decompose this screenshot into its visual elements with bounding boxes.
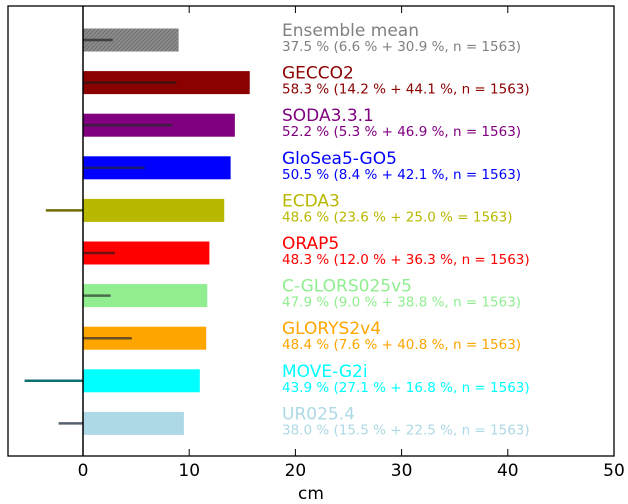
series-stat-6: 47.9 % (9.0 % + 38.8 %, n = 1563) bbox=[282, 295, 521, 311]
bar-8 bbox=[83, 369, 200, 393]
x-tick-label-0: 0 bbox=[78, 461, 89, 481]
series-stat-7: 48.4 % (7.6 % + 40.8 %, n = 1563) bbox=[282, 337, 521, 353]
series-label-9: UR025.4 bbox=[282, 404, 355, 424]
x-tick-label-3: 30 bbox=[391, 461, 413, 481]
bar-3 bbox=[83, 156, 231, 180]
series-label-5: ORAP5 bbox=[282, 234, 339, 254]
series-label-8: MOVE-G2i bbox=[282, 362, 368, 382]
x-axis-label: cm bbox=[298, 484, 324, 504]
series-label-0: Ensemble mean bbox=[282, 21, 419, 41]
x-tick-label-1: 10 bbox=[178, 461, 200, 481]
series-stat-3: 50.5 % (8.4 % + 42.1 %, n = 1563) bbox=[282, 167, 521, 183]
series-label-1: GECCO2 bbox=[282, 64, 354, 84]
bar-0 bbox=[83, 28, 179, 52]
series-label-7: GLORYS2v4 bbox=[282, 319, 381, 339]
x-tick-label-4: 40 bbox=[497, 461, 519, 481]
bar-6 bbox=[83, 284, 208, 308]
x-tick-label-5: 50 bbox=[603, 461, 625, 481]
series-stat-8: 43.9 % (27.1 % + 16.8 %, n = 1563) bbox=[282, 380, 530, 396]
x-tick-label-2: 20 bbox=[285, 461, 307, 481]
series-label-6: C-GLORS025v5 bbox=[282, 277, 412, 297]
bar-7 bbox=[83, 326, 207, 350]
series-stat-5: 48.3 % (12.0 % + 36.3 %, n = 1563) bbox=[282, 252, 530, 268]
series-stat-0: 37.5 % (6.6 % + 30.9 %, n = 1563) bbox=[282, 39, 521, 55]
series-label-4: ECDA3 bbox=[282, 191, 340, 211]
series-label-2: SODA3.3.1 bbox=[282, 106, 374, 126]
bar-5 bbox=[83, 241, 210, 265]
series-stat-9: 38.0 % (15.5 % + 22.5 %, n = 1563) bbox=[282, 422, 530, 438]
series-label-3: GloSea5-GO5 bbox=[282, 149, 397, 169]
bar-4 bbox=[83, 198, 225, 222]
series-stat-2: 52.2 % (5.3 % + 46.9 %, n = 1563) bbox=[282, 124, 521, 140]
series-stat-1: 58.3 % (14.2 % + 44.1 %, n = 1563) bbox=[282, 82, 530, 98]
series-stat-4: 48.6 % (23.6 % + 25.0 % = 1563) bbox=[282, 209, 513, 225]
bar-9 bbox=[83, 411, 184, 435]
plot-frame bbox=[7, 5, 615, 457]
